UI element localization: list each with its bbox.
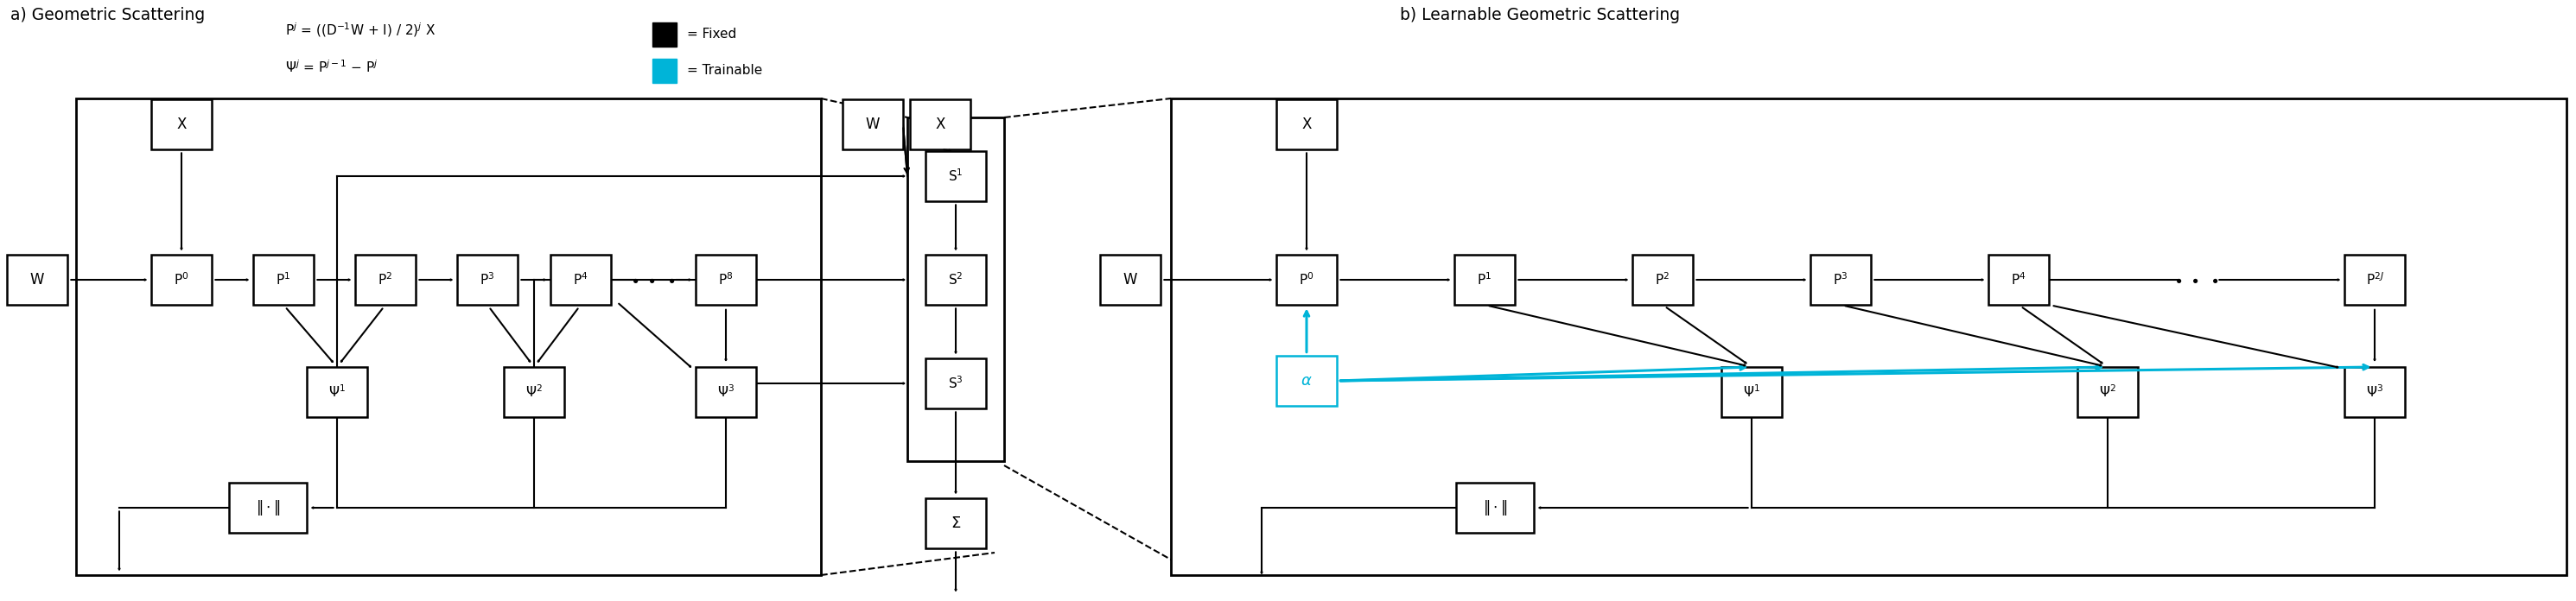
Text: P$^1$: P$^1$ [1476, 272, 1492, 288]
Text: S$^1$: S$^1$ [948, 168, 963, 185]
Text: $\Psi^{j}$ = P$^{j-1}$ $-$ P$^{j}$: $\Psi^{j}$ = P$^{j-1}$ $-$ P$^{j}$ [286, 59, 379, 75]
FancyBboxPatch shape [907, 117, 1005, 461]
FancyBboxPatch shape [229, 483, 307, 532]
Text: $\Psi^1$: $\Psi^1$ [327, 384, 345, 400]
Text: = Trainable: = Trainable [688, 64, 762, 78]
FancyBboxPatch shape [152, 255, 211, 305]
Text: P$^1$: P$^1$ [276, 272, 291, 288]
Text: P$^2$: P$^2$ [1656, 272, 1669, 288]
Text: P$^4$: P$^4$ [2012, 272, 2027, 288]
FancyBboxPatch shape [1455, 483, 1533, 532]
Text: X: X [1301, 117, 1311, 132]
Text: P$^8$: P$^8$ [719, 272, 734, 288]
FancyBboxPatch shape [2344, 255, 2406, 305]
Text: $\Psi^2$: $\Psi^2$ [2099, 384, 2117, 400]
Text: X: X [178, 117, 185, 132]
Text: W: W [1123, 272, 1139, 287]
Text: S$^2$: S$^2$ [948, 272, 963, 288]
FancyBboxPatch shape [1275, 255, 1337, 305]
FancyBboxPatch shape [1100, 255, 1162, 305]
Text: $\Psi^1$: $\Psi^1$ [1744, 384, 1759, 400]
FancyBboxPatch shape [842, 99, 904, 150]
Text: b) Learnable Geometric Scattering: b) Learnable Geometric Scattering [1399, 7, 1680, 23]
FancyBboxPatch shape [355, 255, 415, 305]
Text: $\alpha$: $\alpha$ [1301, 373, 1311, 389]
Text: $\Sigma$: $\Sigma$ [951, 516, 961, 531]
FancyBboxPatch shape [925, 498, 987, 548]
Text: $\Psi^3$: $\Psi^3$ [716, 384, 734, 400]
Text: P$^0$: P$^0$ [1298, 272, 1314, 288]
Text: W: W [31, 272, 44, 287]
FancyBboxPatch shape [1721, 367, 1783, 417]
FancyBboxPatch shape [252, 255, 314, 305]
FancyBboxPatch shape [1633, 255, 1692, 305]
FancyBboxPatch shape [2076, 367, 2138, 417]
Text: $\|\cdot\|$: $\|\cdot\|$ [255, 498, 281, 517]
Text: $\bullet\;\bullet\;\bullet$: $\bullet\;\bullet\;\bullet$ [631, 272, 677, 287]
FancyBboxPatch shape [1172, 99, 2566, 575]
FancyBboxPatch shape [925, 358, 987, 409]
FancyBboxPatch shape [456, 255, 518, 305]
Text: P$^3$: P$^3$ [479, 272, 495, 288]
Text: W: W [866, 117, 881, 132]
FancyBboxPatch shape [307, 367, 368, 417]
Text: X: X [935, 117, 945, 132]
FancyBboxPatch shape [909, 99, 971, 150]
FancyBboxPatch shape [1275, 99, 1337, 150]
FancyBboxPatch shape [1455, 255, 1515, 305]
FancyBboxPatch shape [696, 255, 757, 305]
Text: = Fixed: = Fixed [688, 28, 737, 41]
FancyBboxPatch shape [652, 22, 677, 47]
Text: P$^4$: P$^4$ [572, 272, 587, 288]
Text: S$^3$: S$^3$ [948, 375, 963, 391]
FancyBboxPatch shape [696, 367, 757, 417]
Text: P$^{j}$ = ((D$^{-1}$W + I) / 2)$^{j}$ X: P$^{j}$ = ((D$^{-1}$W + I) / 2)$^{j}$ X [286, 20, 435, 38]
FancyBboxPatch shape [1275, 356, 1337, 406]
FancyBboxPatch shape [152, 99, 211, 150]
FancyBboxPatch shape [77, 99, 822, 575]
FancyBboxPatch shape [1989, 255, 2048, 305]
Text: P$^2$: P$^2$ [379, 272, 392, 288]
FancyBboxPatch shape [505, 367, 564, 417]
Text: $\Psi^3$: $\Psi^3$ [2365, 384, 2383, 400]
FancyBboxPatch shape [8, 255, 67, 305]
FancyBboxPatch shape [1811, 255, 1870, 305]
FancyBboxPatch shape [551, 255, 611, 305]
Text: $\Psi^2$: $\Psi^2$ [526, 384, 544, 400]
Text: $\bullet\;\bullet\;\bullet$: $\bullet\;\bullet\;\bullet$ [2174, 272, 2221, 287]
Text: $\|\cdot\|$: $\|\cdot\|$ [1484, 498, 1507, 517]
Text: P$^3$: P$^3$ [1834, 272, 1847, 288]
FancyBboxPatch shape [652, 59, 677, 83]
FancyBboxPatch shape [925, 255, 987, 305]
Text: P$^0$: P$^0$ [175, 272, 188, 288]
FancyBboxPatch shape [925, 151, 987, 201]
Text: a) Geometric Scattering: a) Geometric Scattering [10, 7, 206, 23]
FancyBboxPatch shape [2344, 367, 2406, 417]
Text: P$^{2J}$: P$^{2J}$ [2365, 272, 2383, 288]
